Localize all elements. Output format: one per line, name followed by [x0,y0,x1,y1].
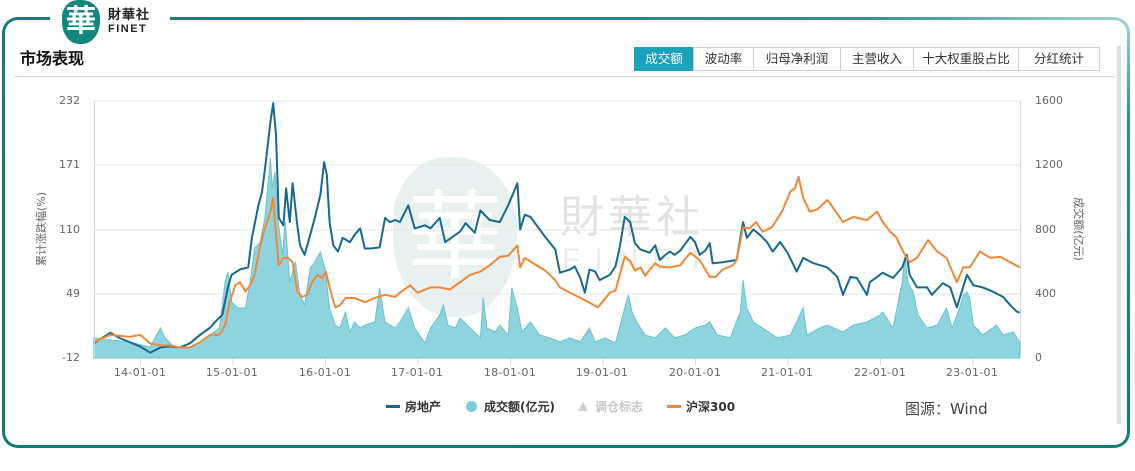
legend-label: 房地产 [405,399,442,414]
watermark-logo-icon: 華 [393,157,517,317]
x-tick: 22-01-01 [853,366,907,379]
chart-source: 图源：Wind [905,400,988,418]
y-right-tick: 1200 [1035,158,1063,171]
circle-swatch-icon [466,400,477,412]
y-left-tick: 110 [59,223,80,236]
gridlines [94,100,1020,295]
x-tick: 18-01-01 [483,366,537,379]
y-left-tick: 49 [66,287,80,300]
triangle-swatch-icon [578,401,588,411]
finet-logo-icon: 華 [62,0,100,44]
watermark-text: 財華社 [560,192,704,243]
x-tick: 14-01-01 [113,366,167,379]
y-right-tick: 0 [1035,351,1042,364]
legend-real-estate[interactable]: 房地产 [386,398,441,414]
hs300-line [93,175,1021,349]
x-tick: 17-01-01 [390,366,444,379]
x-tick: 23-01-01 [945,366,999,379]
tab-main-revenue[interactable]: 主营收入 [840,47,914,71]
turnover-area [93,157,1021,359]
x-tick: 20-01-01 [668,366,722,379]
tab-top10-weight[interactable]: 十大权重股占比 [913,47,1019,71]
legend-hs300[interactable]: 沪深300 [667,398,735,414]
brand-name-cn: 財華社 [108,8,151,23]
y-left-tick: -12 [62,351,80,364]
y-left-tick: 171 [59,158,80,171]
brand-name-en: FINET [108,23,148,35]
legend-label: 沪深300 [686,399,736,414]
legend-rebalance-marker[interactable]: 调仓标志 [578,398,643,414]
line-swatch-icon [667,404,681,408]
page-title: 市场表现 [20,49,85,68]
x-tick: 16-01-01 [298,366,352,379]
legend-label: 调仓标志 [595,399,644,414]
tab-dividend-stats[interactable]: 分红统计 [1018,47,1100,71]
card-frame [2,17,1130,448]
y-right-tick: 400 [1035,287,1056,300]
line-swatch-icon [386,404,400,408]
axes [94,101,1021,365]
x-tick: 19-01-01 [575,366,629,379]
y-left-tick: 232 [59,94,80,107]
tab-net-profit[interactable]: 归母净利润 [753,47,841,71]
legend-turnover[interactable]: 成交额(亿元) [466,398,555,414]
tab-turnover[interactable]: 成交额 [634,47,694,71]
legend-label: 成交额(亿元) [484,399,555,414]
real-estate-line [93,102,1021,354]
y-right-tick: 1600 [1035,94,1063,107]
tab-volatility[interactable]: 波动率 [693,47,754,71]
header-divider [14,76,1116,77]
x-tick: 21-01-01 [760,366,814,379]
y-right-tick: 800 [1035,223,1056,236]
scrollbar[interactable] [1117,46,1121,424]
x-tick: 15-01-01 [205,366,259,379]
